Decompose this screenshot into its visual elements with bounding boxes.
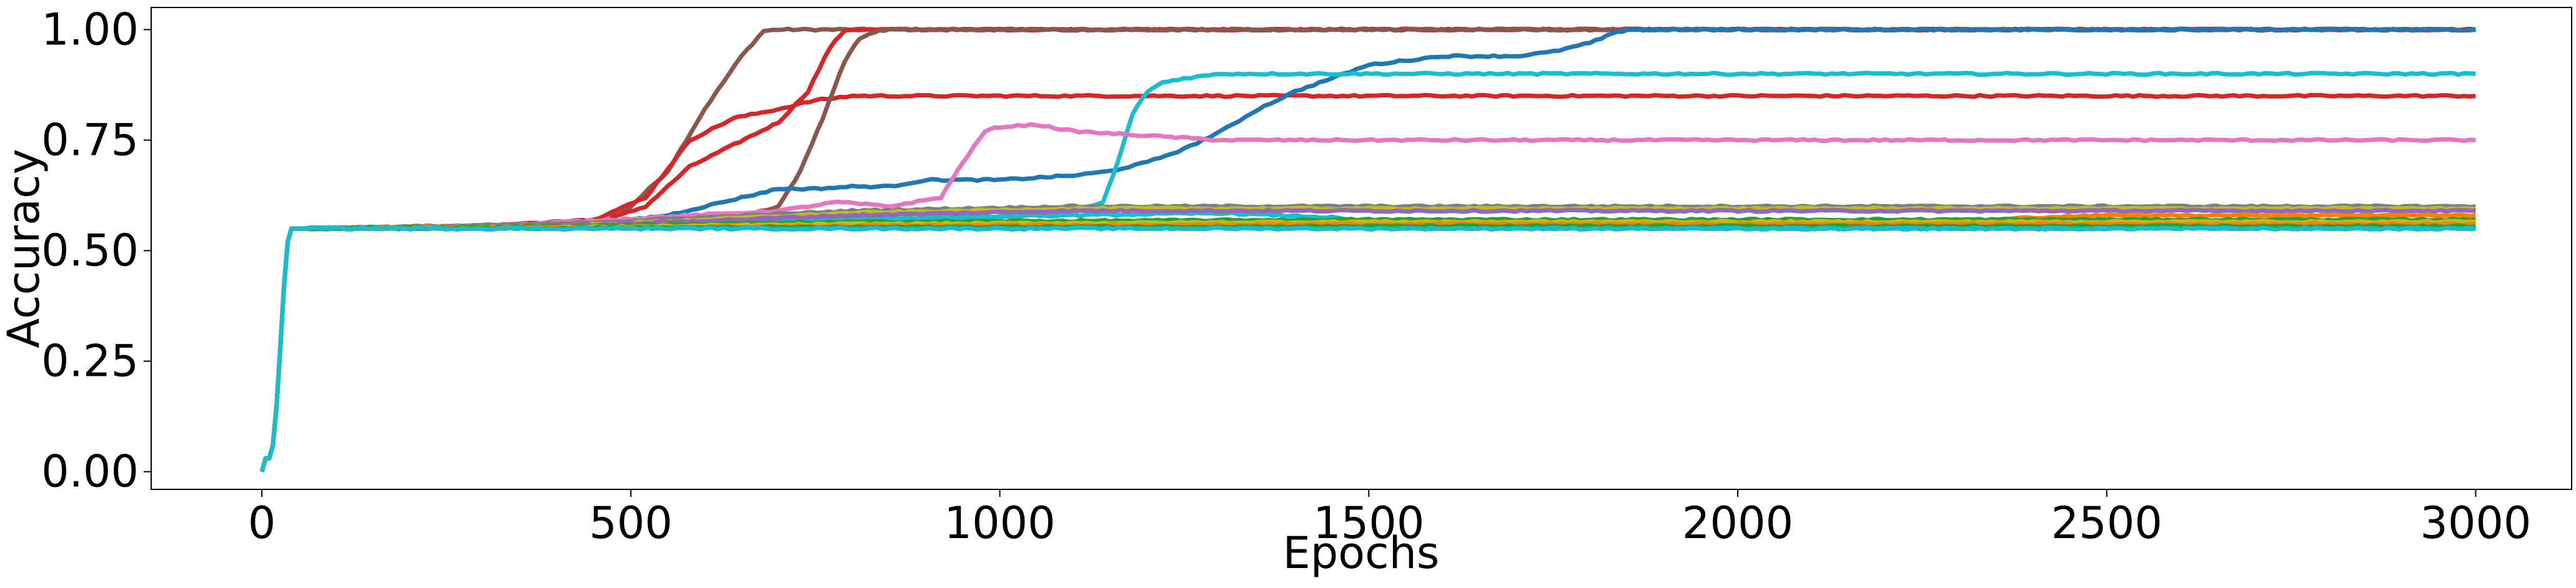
y-tick-label: 1.00 <box>41 4 139 55</box>
series-line-3 <box>259 92 2476 473</box>
x-tick-label: 0 <box>248 497 276 549</box>
x-tick-label: 1000 <box>944 497 1056 549</box>
y-tick-label: 0.00 <box>41 446 139 497</box>
series-line-17 <box>259 225 2476 473</box>
series-line-9 <box>259 203 2476 473</box>
x-tick-label: 1500 <box>1313 497 1424 549</box>
x-axis-label: Epochs <box>1283 527 1440 579</box>
series-line-8 <box>259 210 2476 473</box>
y-tick-label: 0.25 <box>41 336 139 387</box>
plot-frame <box>151 7 2572 490</box>
series-line-16 <box>259 223 2476 473</box>
y-tick-label: 0.50 <box>41 225 139 277</box>
x-axis-ticks: 0 500 1000 1500 2000 2500 3000 <box>248 489 2531 549</box>
x-tick-label: 2500 <box>2051 497 2162 549</box>
x-tick-label: 500 <box>589 497 673 549</box>
y-axis-ticks: 0.00 0.25 0.50 0.75 1.00 <box>41 4 151 497</box>
series-line-10 <box>259 205 2476 473</box>
series-line-13 <box>259 217 2476 473</box>
y-tick-label: 0.75 <box>41 114 139 165</box>
y-axis-label: Accuracy <box>0 149 49 348</box>
series-line-6 <box>259 71 2476 473</box>
x-tick-label: 3000 <box>2420 497 2531 549</box>
series-line-12 <box>259 212 2476 473</box>
series-line-14 <box>259 218 2476 473</box>
series-line-15 <box>259 221 2476 473</box>
series-line-11 <box>259 207 2476 473</box>
x-tick-label: 2000 <box>1682 497 1793 549</box>
series-lines <box>259 26 2476 473</box>
series-line-7 <box>259 122 2476 473</box>
